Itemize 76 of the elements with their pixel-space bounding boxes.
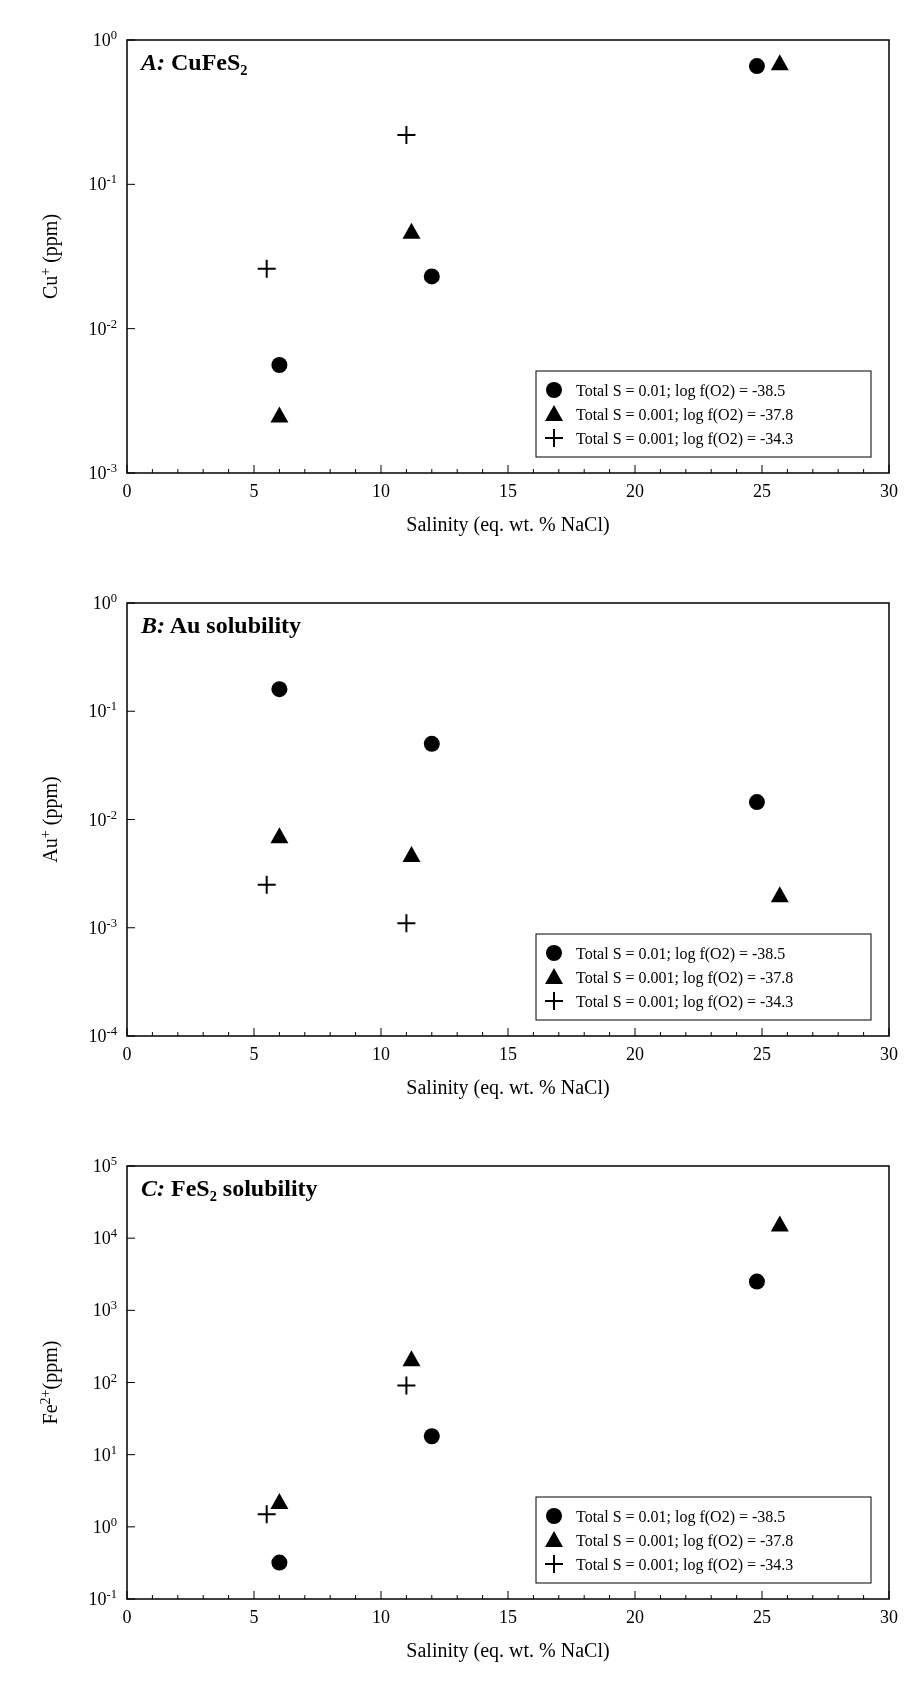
legend-label: Total S = 0.001; log f(O2) = -34.3 bbox=[576, 993, 794, 1011]
x-tick-label: 30 bbox=[880, 1607, 898, 1627]
point bbox=[271, 1554, 288, 1571]
point bbox=[402, 846, 421, 862]
y-tick-label: 10$^{5}$ bbox=[92, 1154, 117, 1176]
legend-label: Total S = 0.001; log f(O2) = -37.8 bbox=[576, 969, 794, 987]
x-tick-label: 30 bbox=[880, 481, 898, 501]
point bbox=[256, 1504, 277, 1525]
legend-label: Total S = 0.01; log f(O2) = -38.5 bbox=[576, 382, 786, 400]
x-tick-label: 5 bbox=[249, 481, 259, 501]
legend-label: Total S = 0.01; log f(O2) = -38.5 bbox=[576, 1508, 786, 1526]
x-tick-label: 15 bbox=[499, 481, 517, 501]
x-tick-label: 20 bbox=[626, 1607, 644, 1627]
chart-title: B: Au solubility bbox=[140, 612, 302, 638]
x-tick-label: 20 bbox=[626, 481, 644, 501]
x-tick-label: 25 bbox=[753, 481, 771, 501]
point bbox=[770, 886, 789, 903]
point bbox=[748, 1273, 765, 1290]
x-tick-label: 0 bbox=[122, 1607, 132, 1627]
y-tick-label: 10$^{-2}$ bbox=[88, 316, 117, 339]
point bbox=[770, 54, 789, 71]
y-tick-label: 10$^{2}$ bbox=[92, 1370, 117, 1393]
y-tick-label: 10$^{1}$ bbox=[92, 1442, 117, 1465]
y-tick-label: 10$^{-1}$ bbox=[88, 172, 117, 195]
point bbox=[271, 681, 288, 698]
x-tick-label: 10 bbox=[372, 481, 390, 501]
y-tick-label: 10$^{3}$ bbox=[92, 1298, 117, 1321]
x-axis-title: Salinity (eq. wt. % NaCl) bbox=[406, 1076, 610, 1099]
point bbox=[748, 794, 765, 811]
point bbox=[396, 124, 417, 145]
x-axis-title: Salinity (eq. wt. % NaCl) bbox=[406, 1639, 610, 1662]
y-tick-label: 10$^{-1}$ bbox=[88, 699, 117, 722]
y-tick-label: 10$^{-1}$ bbox=[88, 1587, 117, 1609]
x-tick-label: 15 bbox=[499, 1607, 517, 1627]
point bbox=[423, 268, 440, 285]
y-tick-label: 10$^{0}$ bbox=[92, 1514, 117, 1537]
x-tick-label: 20 bbox=[626, 1044, 644, 1064]
chart-title: C: FeS₂ solubility bbox=[141, 1175, 318, 1201]
point bbox=[748, 58, 765, 75]
x-axis-title: Salinity (eq. wt. % NaCl) bbox=[406, 513, 610, 536]
chart-title: A: CuFeS₂ bbox=[139, 49, 248, 75]
legend-label: Total S = 0.001; log f(O2) = -37.8 bbox=[576, 1532, 794, 1550]
y-tick-label: 10$^{4}$ bbox=[92, 1226, 118, 1249]
point bbox=[423, 735, 440, 752]
point bbox=[270, 827, 289, 844]
x-tick-label: 30 bbox=[880, 1044, 898, 1064]
y-tick-label: 10$^{0}$ bbox=[92, 591, 117, 613]
point bbox=[271, 357, 288, 374]
y-tick-label: 10$^{0}$ bbox=[92, 28, 117, 50]
x-tick-label: 5 bbox=[249, 1607, 259, 1627]
x-tick-label: 25 bbox=[753, 1607, 771, 1627]
legend-label: Total S = 0.01; log f(O2) = -38.5 bbox=[576, 945, 786, 963]
point bbox=[270, 406, 289, 423]
x-tick-label: 25 bbox=[753, 1044, 771, 1064]
x-tick-label: 5 bbox=[249, 1044, 259, 1064]
point bbox=[423, 1428, 440, 1445]
y-tick-label: 10$^{-2}$ bbox=[88, 807, 117, 830]
x-tick-label: 15 bbox=[499, 1044, 517, 1064]
point bbox=[770, 1215, 789, 1232]
y-tick-label: 10$^{-3}$ bbox=[88, 915, 117, 938]
point bbox=[402, 1350, 421, 1367]
point bbox=[256, 874, 277, 895]
legend-label: Total S = 0.001; log f(O2) = -34.3 bbox=[576, 430, 794, 448]
x-tick-label: 0 bbox=[122, 481, 132, 501]
point bbox=[396, 913, 417, 934]
x-tick-label: 10 bbox=[372, 1044, 390, 1064]
point bbox=[396, 1375, 417, 1396]
x-tick-label: 10 bbox=[372, 1607, 390, 1627]
x-tick-label: 0 bbox=[122, 1044, 132, 1064]
legend-label: Total S = 0.001; log f(O2) = -34.3 bbox=[576, 1556, 794, 1574]
point bbox=[402, 222, 421, 239]
point bbox=[270, 1493, 289, 1510]
y-tick-label: 10$^{-3}$ bbox=[88, 461, 117, 483]
legend-label: Total S = 0.001; log f(O2) = -37.8 bbox=[576, 406, 794, 424]
point bbox=[256, 258, 277, 279]
y-tick-label: 10$^{-4}$ bbox=[88, 1024, 118, 1046]
